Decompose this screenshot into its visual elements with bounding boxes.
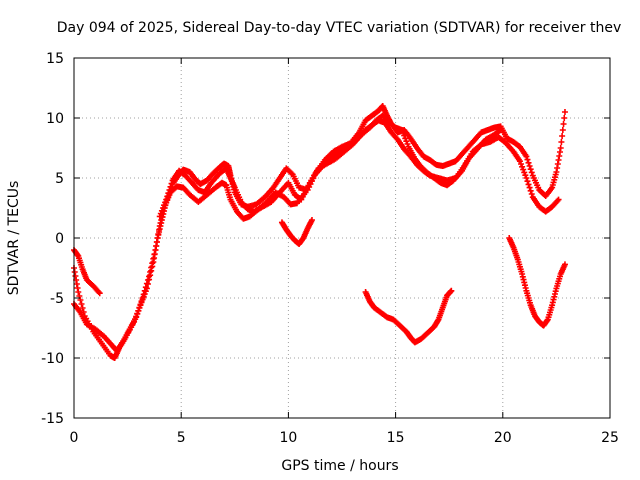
track-2-point (75, 289, 82, 295)
x-tick-label: 15 (387, 430, 405, 446)
track-3-point (149, 260, 156, 267)
track-2-point (561, 115, 568, 121)
track-3-point (147, 269, 154, 275)
x-tick-label: 10 (279, 430, 297, 446)
x-tick-label: 25 (601, 430, 619, 446)
track-3-point (140, 291, 147, 298)
y-tick-label: 5 (55, 171, 64, 187)
track-3-point (143, 280, 150, 287)
track-2-point (561, 109, 568, 115)
track-3-point (555, 196, 562, 203)
track-3-point (148, 264, 155, 271)
track-3-point (150, 255, 157, 262)
track-6-point (448, 287, 455, 294)
track-3-point (139, 295, 146, 301)
track-4-point (165, 190, 172, 197)
track-4-point (497, 127, 504, 133)
grid-lines (74, 58, 610, 418)
y-tick-label: -5 (50, 291, 64, 307)
track-2-point (524, 156, 531, 163)
track-2-point (525, 159, 532, 166)
track-2-point (557, 145, 564, 151)
track-2-point (78, 301, 85, 307)
track-3-point (527, 187, 534, 194)
track-7-point (561, 261, 568, 268)
x-axis-label: GPS time / hours (281, 458, 398, 474)
x-tick-label: 20 (494, 430, 512, 446)
track-4-point (164, 193, 171, 200)
x-tick-label: 5 (177, 430, 186, 446)
track-4-point (166, 187, 173, 193)
chart-title: Day 094 of 2025, Sidereal Day-to-day VTE… (57, 20, 621, 36)
y-axis-label: SDTVAR / TECUs (6, 181, 22, 296)
track-3-point (151, 251, 158, 258)
track-3-point (136, 304, 143, 311)
track-2-point (526, 163, 533, 169)
track-3-point (138, 298, 145, 305)
track-3-point (142, 284, 149, 291)
x-tick-label: 0 (70, 430, 79, 446)
track-2-point (558, 139, 565, 145)
track-3-point (528, 191, 535, 197)
track-3-point (524, 178, 531, 185)
track-3-point (137, 301, 144, 308)
y-tick-label: -10 (41, 351, 64, 367)
track-3-point (526, 184, 533, 191)
y-tick-label: -15 (41, 411, 64, 427)
track-1-point (96, 290, 103, 297)
y-tick-label: 15 (46, 51, 64, 67)
track-3-point (134, 311, 141, 317)
track-3-point (141, 287, 148, 294)
track-4-point (163, 196, 170, 203)
track-3-point (133, 314, 140, 321)
track-2-point (288, 170, 295, 177)
track-5-point (308, 217, 315, 223)
track-2-point (527, 166, 534, 173)
track-2-point (559, 127, 566, 133)
track-2-point (559, 133, 566, 139)
y-tick-label: 0 (55, 231, 64, 247)
track-3-point (146, 273, 153, 280)
track-2-point (77, 297, 84, 303)
track-4-point (167, 183, 174, 190)
track-2-point (523, 153, 530, 160)
y-tick-label: 10 (46, 111, 64, 127)
axis-ticks (73, 57, 611, 419)
track-3-point (523, 175, 530, 181)
tick-labels: 0 5 10 15 20 25 -15 -10 -5 0 5 10 15 (41, 51, 619, 446)
track-4-point (168, 180, 175, 187)
track-3-point (135, 307, 142, 314)
data-points (71, 103, 568, 361)
track-2-point (528, 169, 535, 176)
track-3-point (144, 277, 151, 283)
track-2-point (560, 121, 567, 127)
track-3-point (525, 181, 532, 188)
track-2-point (79, 305, 86, 311)
